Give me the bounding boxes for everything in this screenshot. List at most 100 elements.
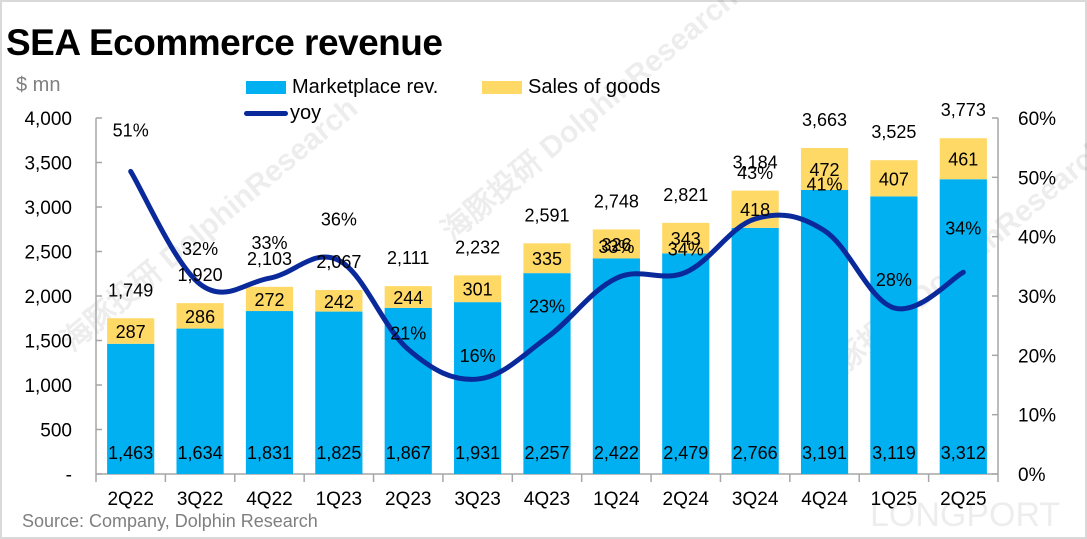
data-label-yoy: 43% — [737, 163, 773, 183]
x-tick-label: 3Q22 — [177, 489, 223, 510]
legend-label-sales: Sales of goods — [528, 76, 661, 98]
bar-sales-of-goods — [592, 229, 640, 259]
y-tick-label-right: 0% — [1018, 465, 1046, 486]
data-label-sales: 343 — [671, 229, 701, 249]
data-label-total: 2,821 — [663, 185, 708, 205]
data-label-marketplace: 2,257 — [524, 443, 569, 463]
data-label-total: 2,103 — [247, 249, 292, 269]
bar-marketplace — [592, 258, 640, 474]
data-label-sales: 326 — [601, 235, 631, 255]
data-label-yoy: 21% — [390, 323, 426, 343]
data-label-sales: 242 — [324, 292, 354, 312]
data-label-yoy: 33% — [598, 237, 634, 257]
data-label-yoy: 36% — [321, 209, 357, 229]
bar-sales-of-goods — [245, 286, 294, 312]
data-label-yoy: 41% — [807, 175, 843, 195]
bar-marketplace — [176, 328, 224, 474]
bar-sales-of-goods — [176, 303, 224, 329]
y-tick-label-left: 2,000 — [24, 287, 72, 308]
y-tick-label-right: 40% — [1018, 228, 1056, 249]
y-tick-label-right: 30% — [1018, 287, 1056, 308]
data-label-marketplace: 1,867 — [386, 443, 431, 463]
data-label-sales: 472 — [810, 160, 840, 180]
x-tick-label: 2Q24 — [663, 489, 710, 510]
y-tick-label-left: 3,500 — [24, 154, 72, 175]
unit-label: $ mn — [16, 74, 61, 96]
bar-sales-of-goods — [800, 147, 849, 191]
data-label-total: 2,748 — [594, 191, 639, 211]
bar-marketplace — [315, 311, 363, 474]
legend-line-yoy — [244, 111, 288, 116]
data-label-marketplace: 3,312 — [941, 443, 986, 463]
data-label-yoy: 32% — [182, 239, 218, 259]
data-label-marketplace: 1,463 — [108, 443, 153, 463]
data-label-total: 3,184 — [733, 153, 778, 173]
legend-swatch-sales — [482, 81, 522, 94]
data-label-sales: 407 — [879, 169, 909, 189]
bar-sales-of-goods — [107, 318, 155, 344]
x-tick-label: 3Q23 — [454, 489, 500, 510]
x-tick-label: 2Q25 — [940, 489, 986, 510]
y-tick-label-left: - — [66, 465, 72, 486]
bar-sales-of-goods — [731, 190, 779, 228]
y-tick-label-left: 500 — [40, 421, 72, 442]
data-label-total: 1,920 — [178, 265, 223, 285]
data-label-yoy: 28% — [876, 270, 912, 290]
yoy-line — [128, 168, 966, 382]
data-label-yoy: 34% — [668, 239, 704, 259]
bar-sales-of-goods — [870, 160, 918, 197]
data-label-yoy: 16% — [460, 346, 496, 366]
data-label-total: 3,773 — [941, 100, 986, 120]
data-label-total: 3,663 — [802, 110, 847, 130]
x-tick-label: 1Q23 — [316, 489, 362, 510]
x-tick-label: 2Q23 — [385, 489, 431, 510]
x-tick-label: 4Q24 — [801, 489, 848, 510]
data-label-sales: 335 — [532, 249, 562, 269]
chart-title: SEA Ecommerce revenue — [6, 22, 443, 63]
x-tick-label: 1Q24 — [593, 489, 640, 510]
data-label-total: 3,525 — [871, 122, 916, 142]
bar-sales-of-goods — [523, 243, 571, 274]
data-label-marketplace: 3,119 — [872, 443, 916, 463]
data-label-marketplace: 1,931 — [455, 443, 500, 463]
data-label-yoy: 33% — [251, 233, 287, 253]
data-label-sales: 272 — [254, 290, 284, 310]
bar-marketplace — [245, 311, 294, 474]
data-label-total: 2,067 — [316, 252, 361, 272]
x-tick-label: 3Q24 — [732, 489, 779, 510]
legend-yoy: yoy — [244, 102, 321, 125]
data-label-marketplace: 1,831 — [247, 443, 292, 463]
data-label-sales: 287 — [116, 322, 146, 342]
x-tick-label: 2Q22 — [107, 489, 153, 510]
x-tick-label: 4Q22 — [246, 489, 292, 510]
data-label-marketplace: 1,825 — [316, 443, 361, 463]
data-label-sales: 301 — [463, 280, 493, 300]
data-label-sales: 244 — [393, 288, 423, 308]
data-label-yoy: 34% — [945, 218, 981, 238]
bar-sales-of-goods — [939, 138, 987, 180]
bar-sales-of-goods — [662, 222, 710, 254]
data-label-marketplace: 2,766 — [733, 443, 778, 463]
y-tick-label-left: 2,500 — [24, 243, 72, 264]
legend-label-yoy: yoy — [290, 102, 322, 124]
legend-swatch-marketplace — [246, 81, 286, 94]
data-label-sales: 418 — [740, 200, 770, 220]
y-tick-label-left: 3,000 — [24, 198, 72, 219]
bar-marketplace — [731, 227, 779, 474]
bar-sales-of-goods — [315, 290, 363, 312]
bar-sales-of-goods — [454, 275, 502, 303]
y-tick-label-right: 50% — [1018, 168, 1056, 189]
bar-marketplace — [939, 179, 987, 474]
data-label-total: 2,111 — [387, 248, 429, 268]
data-label-sales: 461 — [948, 150, 978, 170]
legend-marketplace: Marketplace rev. — [246, 76, 438, 99]
data-label-yoy: 23% — [529, 297, 565, 317]
data-label-total: 1,749 — [108, 280, 153, 300]
legend-label-marketplace: Marketplace rev. — [292, 76, 439, 98]
x-tick-label: 4Q23 — [524, 489, 570, 510]
data-label-total: 2,232 — [455, 237, 500, 257]
bar-sales-of-goods — [384, 286, 432, 308]
bar-marketplace — [523, 273, 571, 474]
bar-marketplace — [107, 343, 155, 474]
